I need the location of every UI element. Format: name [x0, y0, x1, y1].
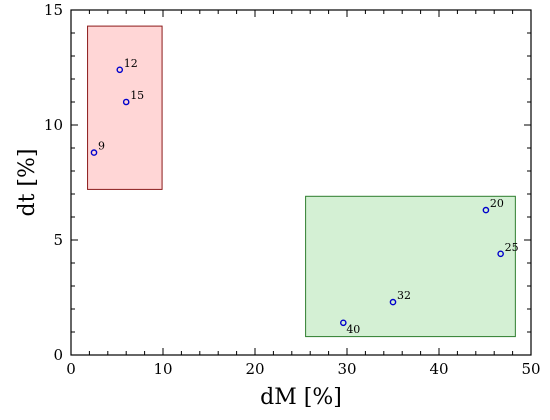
x-tick-label: 10 [153, 360, 172, 378]
regions-layer [87, 25, 516, 338]
data-point-12 [116, 66, 124, 74]
highlight-region-1 [87, 25, 163, 190]
y-tick-label: 5 [53, 231, 63, 249]
y-tick-label: 0 [53, 346, 63, 364]
highlight-region-2 [305, 195, 516, 338]
point-label-12: 12 [124, 57, 138, 70]
data-point-9 [90, 149, 98, 156]
x-tick-label: 40 [429, 360, 448, 378]
point-label-9: 9 [98, 140, 105, 153]
points-layer: 12 15 9 20 25 32 40 [90, 57, 519, 336]
point-label-25: 25 [505, 241, 519, 254]
point-label-40: 40 [346, 323, 360, 336]
data-point-20 [482, 206, 490, 214]
y-tick-label: 15 [44, 1, 63, 19]
x-tick-label: 20 [245, 360, 264, 378]
plot-frame [70, 9, 532, 356]
x-tick-label: 0 [66, 360, 76, 378]
x-axis-label: dM [%] [260, 385, 342, 410]
data-point-15 [122, 98, 130, 106]
y-axis-label: dt [%] [15, 149, 40, 217]
data-point-25 [497, 250, 504, 258]
x-tick-label: 50 [521, 360, 540, 378]
point-label-32: 32 [397, 289, 411, 302]
point-label-20: 20 [490, 197, 504, 210]
data-point-40 [340, 319, 347, 327]
point-label-15: 15 [130, 89, 144, 102]
data-point-32 [389, 298, 397, 306]
ticks-layer: 0 10 20 30 40 50 0 5 10 15 [44, 1, 541, 378]
axis-labels: dM [%] dt [%] [15, 149, 342, 411]
y-tick-label: 10 [44, 116, 63, 134]
x-tick-label: 30 [337, 360, 356, 378]
